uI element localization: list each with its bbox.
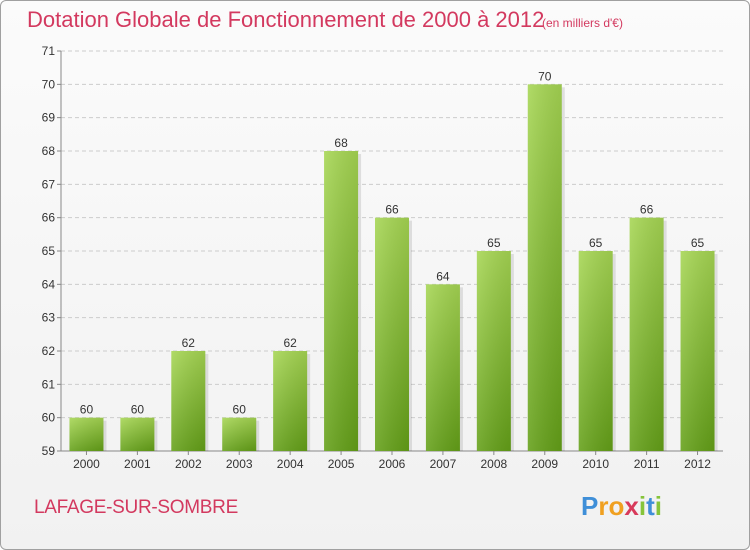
value-label-2007: 64: [436, 269, 450, 283]
logo-letter: x: [624, 491, 639, 521]
bar-highlight: [120, 417, 155, 451]
bar-highlight: [527, 84, 562, 451]
chart-title: Dotation Globale de Fonctionnement de 20…: [27, 7, 545, 32]
logo-letter: t: [646, 491, 655, 521]
bar-highlight: [171, 351, 206, 451]
value-label-2010: 65: [589, 236, 603, 250]
bar-highlight: [578, 251, 613, 451]
y-tick-label: 67: [42, 177, 56, 191]
labels: 59 60 61 62 63 64 65 66 67 68 69 70 71 60 2000 60 2001 62…: [42, 44, 712, 471]
bar-highlight: [375, 217, 409, 451]
y-tick-label: 59: [42, 444, 56, 458]
x-tick-label-2002: 2002: [175, 457, 202, 471]
x-tick-label-2011: 2011: [634, 457, 660, 471]
logo-letter: i: [654, 491, 662, 521]
value-label-2004: 62: [283, 336, 297, 350]
x-tick-label-2012: 2012: [684, 457, 711, 471]
logo-letter: i: [638, 491, 647, 521]
x-tick-label-2007: 2007: [430, 457, 457, 471]
x-tick-label-2000: 2000: [73, 457, 100, 471]
bar-highlight: [476, 251, 511, 451]
value-label-2003: 60: [233, 403, 247, 417]
x-tick-label-2001: 2001: [124, 457, 151, 471]
y-tick-label: 71: [42, 44, 56, 58]
bar-highlight: [629, 217, 664, 451]
bar-highlight: [680, 251, 715, 451]
bar-highlight: [425, 284, 460, 451]
value-label-2001: 60: [131, 403, 145, 417]
value-label-2009: 70: [538, 69, 552, 83]
logo-letter: o: [608, 491, 625, 521]
y-tick-label: 65: [42, 244, 56, 258]
x-tick-label-2008: 2008: [480, 457, 507, 471]
y-tick-label: 70: [42, 77, 56, 91]
bars: [69, 84, 718, 451]
logo-letter: P: [581, 491, 599, 521]
y-tick-label: 60: [42, 411, 56, 425]
y-tick-label: 68: [42, 144, 56, 158]
chart-subtitle: (en milliers d'€): [542, 16, 623, 30]
y-tick-label: 61: [42, 377, 56, 391]
value-label-2011: 66: [640, 203, 654, 217]
value-label-2002: 62: [182, 336, 196, 350]
y-tick-label: 62: [42, 344, 56, 358]
logo-letter: r: [598, 491, 609, 521]
bar-highlight: [324, 151, 359, 451]
proxiti-logo[interactable]: Proxiti: [581, 491, 662, 522]
bar-highlight: [69, 417, 104, 451]
value-label-2006: 66: [385, 203, 399, 217]
x-tick-label-2010: 2010: [582, 457, 609, 471]
x-tick-label-2006: 2006: [379, 457, 406, 471]
value-label-2008: 65: [487, 236, 501, 250]
y-tick-label: 64: [42, 277, 56, 291]
commune-name: LAFAGE-SUR-SOMBRE: [34, 497, 238, 518]
x-tick-label-2009: 2009: [531, 457, 558, 471]
y-tick-label: 63: [42, 311, 56, 325]
bar-highlight: [222, 417, 257, 451]
value-label-2012: 65: [691, 236, 705, 250]
y-tick-label: 66: [42, 211, 56, 225]
y-tick-label: 69: [42, 111, 56, 125]
x-tick-label-2004: 2004: [277, 457, 304, 471]
x-tick-label-2005: 2005: [328, 457, 355, 471]
value-label-2000: 60: [80, 403, 94, 417]
x-tick-label-2003: 2003: [226, 457, 253, 471]
bar-highlight: [273, 351, 308, 451]
value-label-2005: 68: [334, 136, 348, 150]
